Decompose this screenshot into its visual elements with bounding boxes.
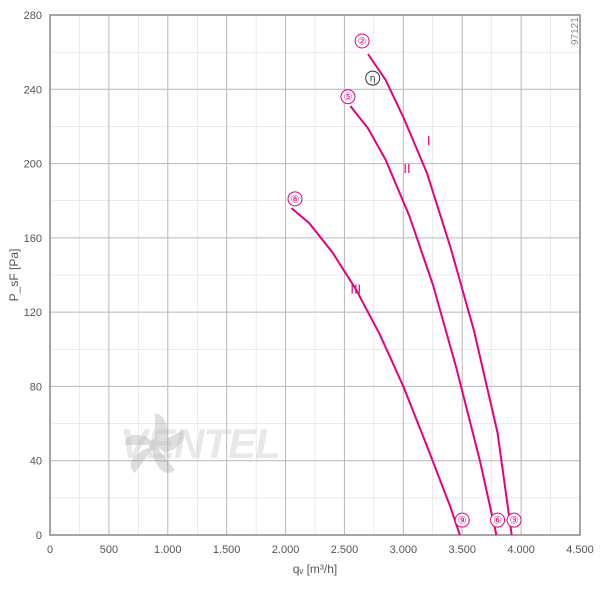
svg-text:2.500: 2.500	[331, 544, 359, 556]
svg-text:②: ②	[358, 37, 367, 48]
chart-container: 0 500 1.000 1.500 2.000 2.500 3.000 3.500 4.000 4…	[0, 0, 604, 589]
svg-text:III: III	[350, 282, 361, 297]
watermark-label: VENTEL	[120, 420, 280, 467]
svg-text:80: 80	[30, 381, 42, 393]
svg-text:qᵥ [m³/h]: qᵥ [m³/h]	[293, 562, 338, 576]
svg-text:500: 500	[100, 544, 118, 556]
chart-svg: 0 500 1.000 1.500 2.000 2.500 3.000 3.500 4.000 4…	[0, 0, 604, 589]
svg-text:120: 120	[24, 307, 42, 319]
svg-text:η: η	[370, 74, 376, 85]
svg-text:200: 200	[24, 159, 42, 171]
svg-text:③: ③	[510, 516, 519, 527]
svg-text:1.500: 1.500	[213, 544, 241, 556]
svg-text:⑧: ⑧	[290, 194, 299, 205]
svg-text:1.000: 1.000	[154, 544, 182, 556]
svg-text:4.000: 4.000	[507, 544, 535, 556]
svg-text:⑤: ⑤	[343, 92, 352, 103]
svg-text:⑥: ⑥	[493, 516, 502, 527]
svg-text:0: 0	[36, 530, 42, 542]
svg-text:0: 0	[47, 544, 53, 556]
svg-text:280: 280	[24, 10, 42, 22]
svg-text:3.000: 3.000	[390, 544, 418, 556]
svg-text:97121: 97121	[570, 17, 581, 45]
svg-text:II: II	[403, 161, 410, 176]
svg-text:160: 160	[24, 233, 42, 245]
svg-text:I: I	[427, 133, 431, 148]
svg-text:⑨: ⑨	[458, 516, 467, 527]
svg-text:3.500: 3.500	[448, 544, 476, 556]
svg-text:P_sF [Pa]: P_sF [Pa]	[7, 249, 21, 302]
svg-text:40: 40	[30, 456, 42, 468]
svg-text:2.000: 2.000	[272, 544, 300, 556]
svg-text:4.500: 4.500	[566, 544, 594, 556]
watermark-text: VENTEL	[120, 420, 280, 468]
svg-text:240: 240	[24, 84, 42, 96]
